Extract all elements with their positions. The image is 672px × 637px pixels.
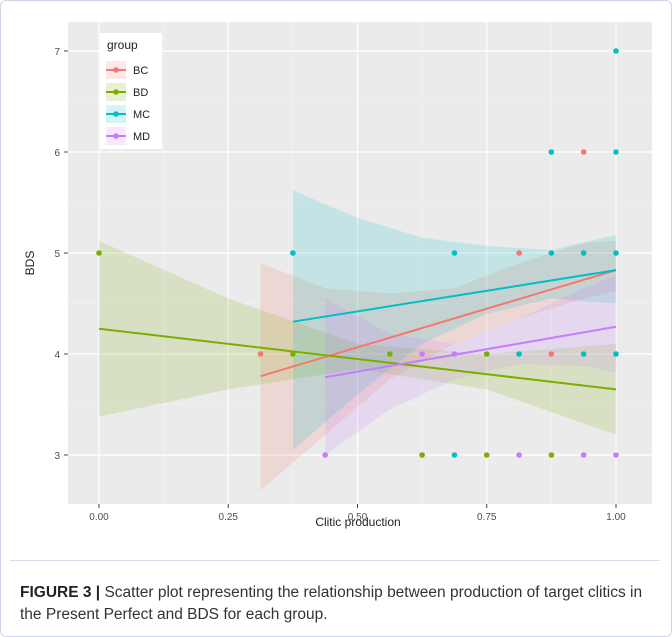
x-tick-label: 0.25 xyxy=(219,512,239,523)
data-point-bd xyxy=(483,452,490,458)
scatter-plot: 0.00 0.25 0.50 0.75 1.00 3 4 5 6 7 Clitic product… xyxy=(23,22,652,529)
legend: group BC BD MC MD xyxy=(100,33,162,149)
grid xyxy=(68,22,652,504)
data-point-md xyxy=(451,351,458,357)
legend-key-point xyxy=(113,89,119,95)
data-point-mc xyxy=(613,250,619,256)
data-point-bd xyxy=(419,452,425,458)
data-point-md xyxy=(322,452,328,458)
figure-caption: FIGURE 3 | Scatter plot representing the… xyxy=(20,582,652,626)
fit-lines xyxy=(98,269,617,391)
data-point-bc xyxy=(580,149,587,155)
x-tick-label: 1.00 xyxy=(606,512,626,523)
data-point-mc xyxy=(613,48,619,54)
confidence-bands xyxy=(99,190,616,491)
data-point-bc xyxy=(516,250,522,256)
data-point-mc xyxy=(613,149,619,155)
data-point-mc xyxy=(290,250,296,256)
x-tick-label: 0.75 xyxy=(477,512,497,523)
legend-label-bc: BC xyxy=(133,65,148,77)
data-point-mc xyxy=(451,452,458,458)
data-point-mc xyxy=(580,250,587,256)
data-point-md xyxy=(613,452,619,458)
data-point-bd xyxy=(387,351,393,357)
data-point-mc xyxy=(451,250,458,256)
legend-key-point xyxy=(113,133,119,139)
legend-key-point xyxy=(113,67,119,73)
fit-line-mc xyxy=(292,269,617,323)
legend-key-point xyxy=(113,111,119,117)
legend-label-md: MD xyxy=(133,131,150,143)
axis-ticks: 0.00 0.25 0.50 0.75 1.00 3 4 5 6 7 xyxy=(54,47,626,523)
y-tick-label: 7 xyxy=(54,47,60,58)
legend-label-bd: BD xyxy=(133,87,148,99)
x-axis-label: Clitic production xyxy=(315,515,400,529)
data-point-mc xyxy=(548,149,555,155)
data-point-bd xyxy=(290,351,296,357)
fit-line-md xyxy=(325,325,617,379)
data-point-bd xyxy=(483,351,490,357)
caption-divider xyxy=(10,560,660,561)
y-tick-label: 6 xyxy=(54,148,60,159)
x-tick-label: 0.50 xyxy=(348,512,368,523)
data-point-mc xyxy=(580,351,587,357)
confidence-band-mc xyxy=(292,190,616,450)
legend-label-mc: MC xyxy=(133,109,150,121)
confidence-band-md xyxy=(325,275,616,455)
data-point-mc xyxy=(613,351,619,357)
data-point-mc xyxy=(548,250,555,256)
data-points xyxy=(96,48,619,458)
data-point-mc xyxy=(516,351,522,357)
figure-label: FIGURE 3 | xyxy=(20,584,101,601)
data-point-md xyxy=(419,351,425,357)
legend-title: group xyxy=(107,38,138,52)
caption-text: Scatter plot representing the relationsh… xyxy=(20,584,643,623)
y-tick-label: 5 xyxy=(54,249,60,260)
y-axis-label: BDS xyxy=(23,251,37,276)
confidence-band-bc xyxy=(260,240,616,491)
y-tick-label: 4 xyxy=(54,350,60,361)
legend-items: BC BD MC MD xyxy=(106,61,150,145)
data-point-md xyxy=(516,452,522,458)
x-tick-label: 0.00 xyxy=(89,512,109,523)
data-point-bc xyxy=(548,351,555,357)
fit-line-bc xyxy=(260,269,617,378)
data-point-bd xyxy=(548,452,555,458)
data-point-md xyxy=(580,452,587,458)
confidence-band-bd xyxy=(99,240,616,435)
y-tick-label: 3 xyxy=(54,451,60,462)
fit-line-bd xyxy=(98,327,617,391)
data-point-bd xyxy=(96,250,102,256)
plot-panel xyxy=(68,22,652,504)
data-point-bc xyxy=(257,351,264,357)
